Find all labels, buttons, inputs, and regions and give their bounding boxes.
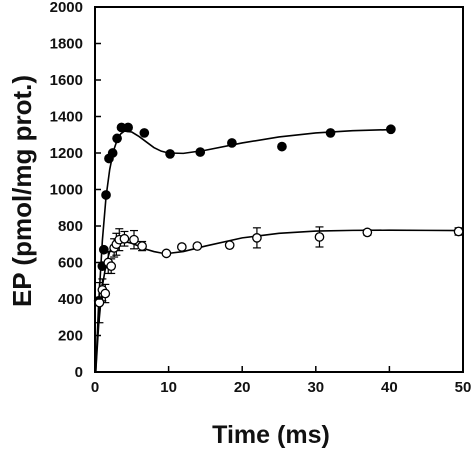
data-point-filled: [123, 122, 133, 133]
x-tick-label: 10: [160, 379, 177, 396]
axes: [94, 6, 464, 373]
y-tick-label: 600: [58, 255, 83, 272]
plot-frame: [94, 6, 464, 373]
data-point-filled: [101, 190, 111, 200]
y-tick-label: 200: [58, 328, 83, 345]
data-point-filled: [386, 124, 396, 135]
y-tick-label: 400: [58, 291, 83, 308]
data-point-open: [362, 227, 373, 238]
data-point-open: [252, 233, 262, 243]
data-point-open: [161, 248, 172, 259]
x-tick-label: 50: [455, 379, 472, 396]
y-tick-label: 1600: [50, 72, 83, 89]
x-tick-label: 20: [234, 379, 251, 396]
data-point-filled: [325, 128, 336, 138]
data-point-open: [106, 261, 117, 271]
data-point-filled: [98, 244, 109, 255]
data-markers: [93, 122, 464, 308]
ticks: 0 200 400 600 800 1000 1200 1400 1600 1800 2000 0 10…: [50, 0, 472, 396]
data-point-filled: [112, 133, 122, 144]
data-point-open: [314, 232, 325, 242]
data-point-filled: [165, 149, 175, 159]
fit-curve-series-1: [94, 128, 390, 373]
data-point-open: [176, 242, 187, 252]
data-point-open: [137, 241, 147, 251]
y-tick-label: 2000: [50, 0, 83, 16]
data-point-open: [192, 241, 203, 251]
data-point-open: [119, 233, 130, 244]
data-point-open: [100, 288, 111, 299]
y-tick-label: 1800: [50, 36, 83, 53]
data-point-open: [129, 234, 139, 245]
y-axis-label: EP (pmol/mg prot.): [7, 75, 37, 307]
y-tick-label: 800: [58, 218, 83, 235]
data-point-filled: [107, 148, 118, 158]
fit-curve-series-2: [94, 229, 464, 373]
data-point-open: [224, 240, 235, 251]
data-point-filled: [227, 138, 237, 148]
data-point-filled: [277, 141, 287, 152]
x-tick-label: 30: [307, 379, 324, 396]
y-tick-label: 1200: [50, 145, 83, 162]
y-tick-label: 1400: [50, 109, 83, 126]
y-tick-label: 1000: [50, 182, 83, 199]
error-bars: [95, 226, 463, 324]
x-tick-label: 0: [91, 379, 99, 396]
data-point-open: [453, 226, 464, 237]
x-axis-label: Time (ms): [212, 421, 330, 449]
y-tick-label: 0: [75, 364, 83, 381]
fit-curves: [94, 128, 464, 373]
data-point-filled: [195, 147, 206, 157]
x-tick-label: 40: [381, 379, 398, 396]
data-point-filled: [139, 128, 150, 138]
